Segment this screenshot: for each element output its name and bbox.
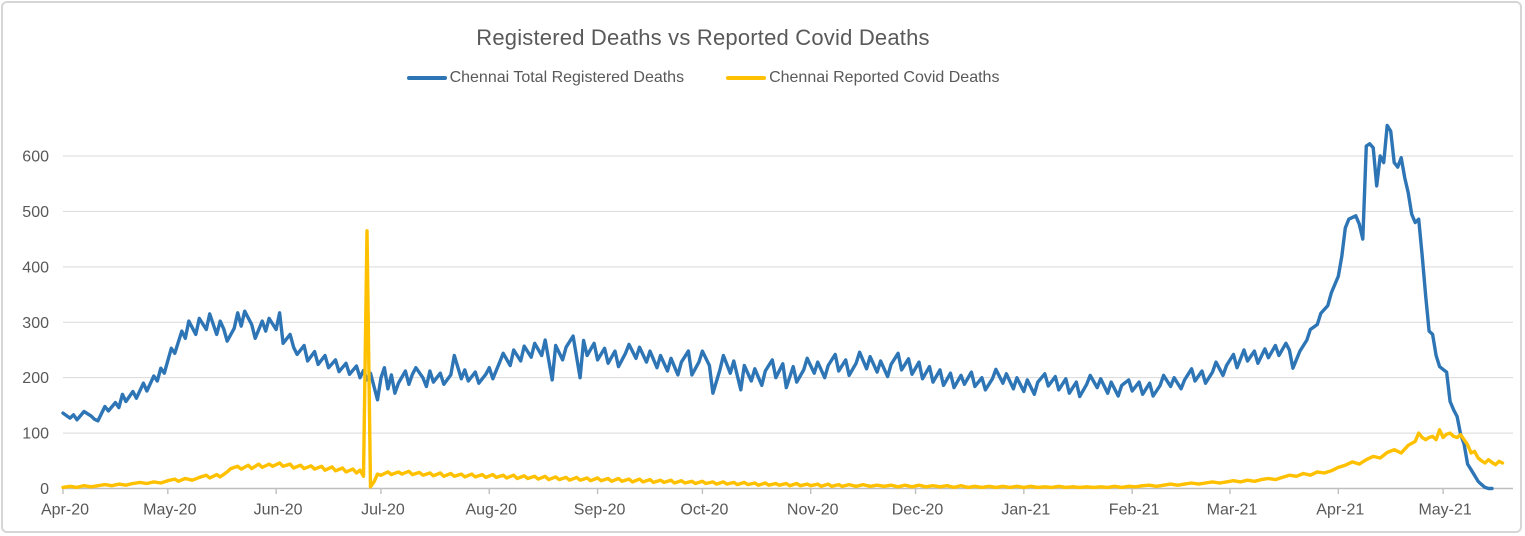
y-axis-tick-label: 100 (22, 426, 49, 443)
x-axis-tick-label: Sep-20 (574, 502, 626, 519)
y-axis-tick-label: 300 (22, 315, 49, 332)
plot-area: 0 100 200 300 400 500 600 Apr-20 May-20 Jun-20 Jul… (22, 123, 1513, 519)
y-axis-tick-label: 0 (40, 481, 49, 498)
y-axis-tick-label: 200 (22, 370, 49, 387)
y-axis-tick-label: 600 (22, 149, 49, 166)
x-axis-tick-label: Nov-20 (787, 502, 839, 519)
x-axis-tick-label: Feb-21 (1109, 502, 1160, 519)
x-axis-tick-label: Jul-20 (361, 502, 405, 519)
series-line-registered (61, 123, 1494, 491)
x-axis-tick-label: Apr-20 (41, 502, 89, 519)
y-axis-tick-label: 500 (22, 204, 49, 221)
x-axis-tick-label: May-20 (143, 502, 196, 519)
x-axis-tick-label: Jun-20 (254, 502, 303, 519)
x-axis-tick-label: Apr-21 (1316, 502, 1364, 519)
x-axis-tick-label: Jan-21 (1001, 502, 1050, 519)
x-axis-tick-label: Aug-20 (465, 502, 517, 519)
x-axis-tick-label: May-21 (1418, 502, 1471, 519)
x-axis-tick-label: Dec-20 (892, 502, 944, 519)
x-axis-tick-label: Oct-20 (680, 502, 728, 519)
x-axis-tick-label: Mar-21 (1207, 502, 1258, 519)
series-line-covid (61, 229, 1505, 490)
y-axis-tick-label: 400 (22, 259, 49, 276)
